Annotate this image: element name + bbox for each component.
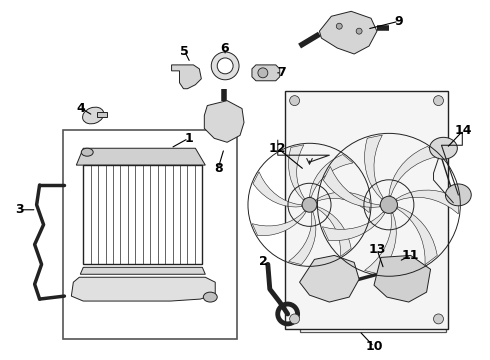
Polygon shape [319, 11, 377, 54]
Polygon shape [397, 207, 437, 265]
Polygon shape [396, 190, 459, 214]
Polygon shape [389, 147, 439, 196]
Text: 2: 2 [260, 255, 268, 268]
Polygon shape [172, 65, 201, 89]
Text: 10: 10 [365, 340, 383, 353]
Polygon shape [76, 148, 205, 165]
Text: 3: 3 [16, 203, 24, 216]
Text: 7: 7 [277, 66, 286, 79]
Polygon shape [72, 277, 215, 301]
Circle shape [356, 28, 362, 34]
Polygon shape [317, 207, 351, 256]
Text: 9: 9 [394, 15, 403, 28]
Text: 8: 8 [214, 162, 222, 175]
Polygon shape [253, 172, 302, 207]
Bar [83, 165, 202, 264]
Ellipse shape [430, 137, 457, 159]
Circle shape [380, 196, 397, 213]
Circle shape [434, 314, 443, 324]
Polygon shape [316, 192, 369, 213]
Text: 4: 4 [77, 102, 86, 115]
Text: 12: 12 [269, 142, 287, 155]
Text: 6: 6 [220, 41, 228, 54]
Polygon shape [299, 255, 359, 302]
Ellipse shape [81, 148, 93, 156]
Polygon shape [365, 213, 396, 274]
Circle shape [302, 197, 317, 212]
Text: 13: 13 [368, 243, 386, 256]
Circle shape [290, 314, 299, 324]
Polygon shape [322, 212, 385, 241]
Ellipse shape [445, 184, 471, 206]
Circle shape [211, 52, 239, 80]
Bar [97, 112, 107, 117]
Text: 14: 14 [455, 124, 472, 137]
Circle shape [258, 68, 268, 78]
Circle shape [434, 96, 443, 105]
Polygon shape [323, 166, 380, 207]
Circle shape [217, 58, 233, 74]
Bar [285, 91, 448, 329]
Bar [63, 130, 237, 339]
Text: 11: 11 [402, 249, 419, 262]
Polygon shape [310, 154, 353, 197]
Polygon shape [374, 255, 431, 302]
Polygon shape [252, 65, 280, 81]
Circle shape [290, 96, 299, 105]
Polygon shape [289, 145, 304, 200]
Bar [299, 252, 446, 332]
Text: 5: 5 [180, 45, 189, 58]
Polygon shape [80, 267, 205, 274]
Polygon shape [252, 211, 306, 236]
Polygon shape [365, 135, 383, 199]
Polygon shape [289, 212, 316, 265]
Text: 1: 1 [184, 132, 193, 145]
Polygon shape [204, 100, 244, 142]
Ellipse shape [83, 107, 104, 124]
Circle shape [336, 23, 342, 29]
Ellipse shape [203, 292, 217, 302]
